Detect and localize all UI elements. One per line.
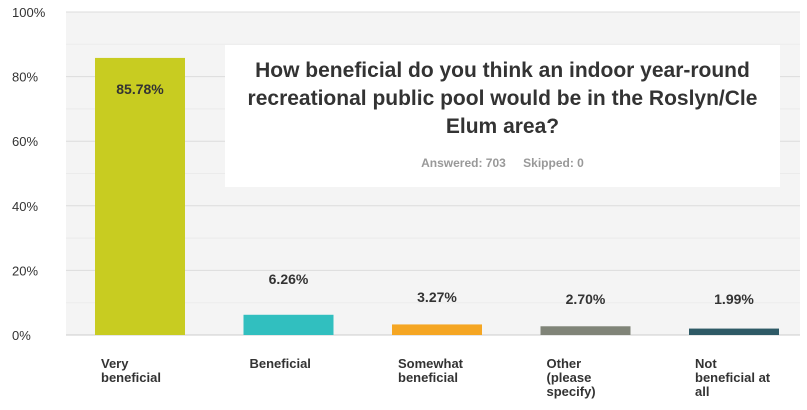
category-label: Somewhat beneficial <box>398 356 464 385</box>
bar <box>392 324 482 335</box>
category-label-line: all <box>695 384 709 399</box>
bars <box>95 57 779 335</box>
gridlines <box>66 11 800 336</box>
category-label-line: Somewhat <box>398 356 464 371</box>
category-label-line: Other <box>547 356 582 371</box>
bar <box>95 57 185 335</box>
answered-count: Answered: 703 <box>421 156 506 170</box>
category-label-line: Not <box>695 356 717 371</box>
category-label-line: Very <box>101 356 129 371</box>
category-label-line: Beneficial <box>250 356 311 371</box>
y-tick-label: 0% <box>12 328 31 343</box>
category-label: Other (please specify) <box>547 356 596 399</box>
bar <box>689 328 779 335</box>
bar-value-label: 85.78% <box>116 81 164 97</box>
y-tick-label: 20% <box>12 263 38 278</box>
bar <box>540 326 631 335</box>
category-label: Very beneficial <box>101 356 161 385</box>
response-summary: Answered: 703 Skipped: 0 <box>225 156 780 170</box>
bar-value-label: 2.70% <box>566 291 606 307</box>
category-label: Not beneficial at all <box>695 356 771 399</box>
category-label-line: (please <box>547 370 592 385</box>
bar-value-label: 6.26% <box>269 271 309 287</box>
category-label-line: beneficial <box>398 370 458 385</box>
category-label: Beneficial <box>250 356 311 371</box>
category-label-line: beneficial at <box>695 370 771 385</box>
bar <box>243 314 334 335</box>
skipped-count: Skipped: 0 <box>523 156 584 170</box>
category-label-line: beneficial <box>101 370 161 385</box>
chart-title-box: How beneficial do you think an indoor ye… <box>225 45 780 187</box>
chart-title: How beneficial do you think an indoor ye… <box>247 59 758 138</box>
bar-value-label: 1.99% <box>714 291 754 307</box>
y-tick-label: 80% <box>12 70 38 85</box>
y-tick-label: 100% <box>12 5 46 20</box>
bar-value-label: 3.27% <box>417 289 457 305</box>
category-label-line: specify) <box>547 384 596 399</box>
y-tick-label: 40% <box>12 199 38 214</box>
y-tick-label: 60% <box>12 134 38 149</box>
y-axis-tick-labels: 0% 20% 40% 60% 80% 100% <box>12 5 46 343</box>
data-labels: 85.78% 6.26% 3.27% 2.70% 1.99% <box>116 81 754 307</box>
